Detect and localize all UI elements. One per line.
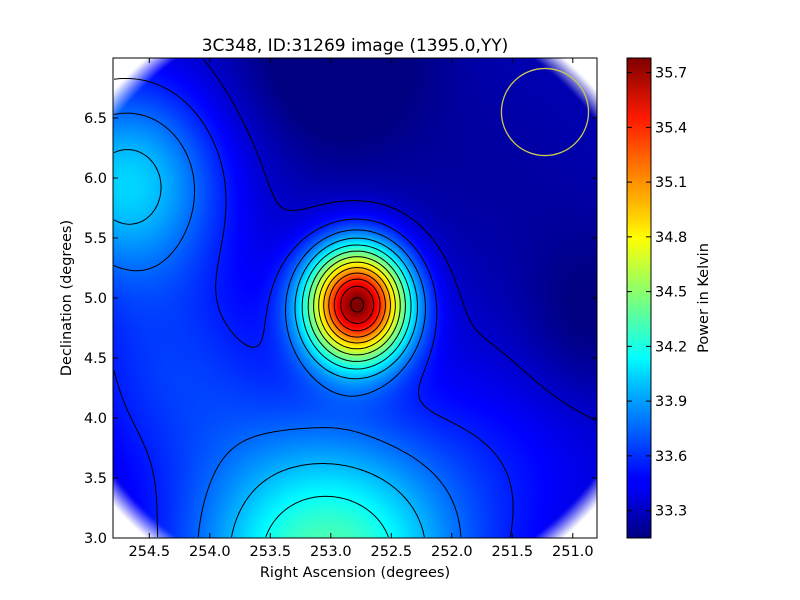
contour-line	[307, 250, 406, 362]
x-tick-label: 253.5	[250, 544, 292, 560]
x-axis-label: Right Ascension (degrees)	[260, 565, 450, 581]
x-tick-label: 254.0	[189, 544, 231, 560]
contour-line	[202, 58, 597, 422]
colorbar-gradient	[626, 57, 652, 539]
chart-title: 3C348, ID:31269 image (1395.0,YY)	[202, 36, 509, 56]
contour-line	[328, 272, 386, 338]
colorbar-tick-label: 34.2	[655, 339, 687, 355]
contour-line	[340, 285, 375, 324]
contour-line	[350, 297, 365, 313]
contour-line	[318, 261, 396, 350]
x-tick-label: 252.0	[431, 544, 473, 560]
contour-line	[113, 78, 514, 538]
x-tick-label: 251.0	[552, 544, 594, 560]
beam-circle	[500, 67, 590, 157]
contour-line	[333, 278, 381, 332]
x-tick-label: 253.0	[310, 544, 352, 560]
x-axis-ticks: 254.5 254.0 253.5 253.0 252.5 252.0 251.5 251.0	[129, 58, 594, 560]
x-tick-label: 252.5	[371, 544, 413, 560]
y-tick-label: 3.0	[84, 531, 107, 547]
contour-line	[113, 112, 462, 538]
y-tick-label: 6.0	[84, 171, 107, 187]
colorbar-tick-label: 35.7	[655, 66, 687, 82]
contour-line	[323, 267, 391, 344]
contour-lines	[113, 58, 597, 538]
x-tick-label: 254.5	[129, 544, 171, 560]
colorbar-tick-label: 33.9	[655, 394, 687, 410]
y-tick-label: 5.0	[84, 291, 107, 307]
y-tick-label: 4.5	[84, 351, 107, 367]
colorbar-ticks: 33.3 33.6 33.9 34.2 34.5 34.8 35.1 35.4 35.7	[627, 66, 687, 520]
colorbar: 33.3 33.6 33.9 34.2 34.5 34.8 35.1 35.4 35.7 Pow…	[626, 57, 712, 539]
colorbar-tick-label: 33.6	[655, 449, 687, 465]
contour-line	[113, 149, 425, 538]
colorbar-label: Power in Kelvin	[696, 243, 712, 353]
colorbar-tick-label: 33.3	[655, 504, 687, 520]
contour-line	[313, 256, 401, 356]
y-tick-label: 5.5	[84, 231, 107, 247]
y-axis-ticks: 3.0 3.5 4.0 4.5 5.0 5.5 6.0 6.5	[84, 111, 597, 547]
colorbar-tick-label: 35.4	[655, 120, 687, 136]
x-tick-label: 251.5	[492, 544, 534, 560]
y-tick-label: 3.5	[84, 471, 107, 487]
colorbar-tick-label: 34.5	[655, 285, 687, 301]
y-tick-label: 4.0	[84, 411, 107, 427]
y-axis-label: Declination (degrees)	[59, 220, 75, 376]
colorbar-tick-label: 35.1	[655, 175, 687, 191]
y-tick-label: 6.5	[84, 111, 107, 127]
contour-line	[265, 244, 412, 538]
colorbar-tick-label: 34.8	[655, 230, 687, 246]
